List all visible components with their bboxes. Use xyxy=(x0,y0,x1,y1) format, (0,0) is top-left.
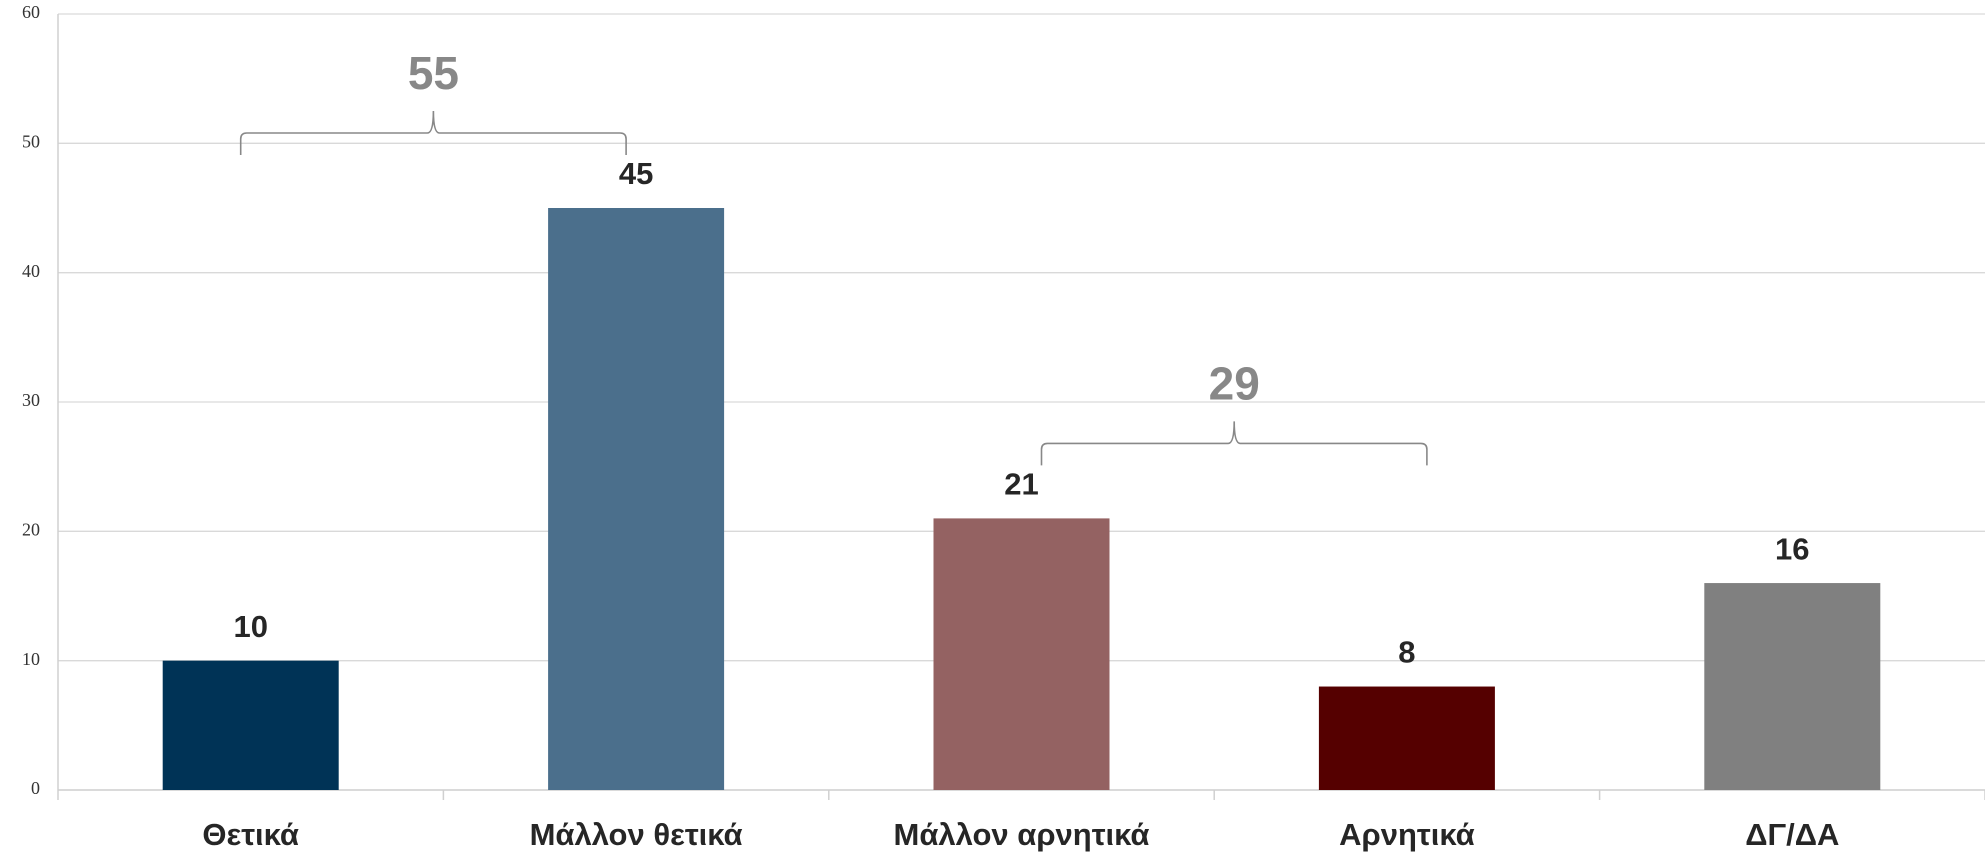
value-label: 45 xyxy=(619,156,653,191)
annotation-label: 55 xyxy=(408,47,459,99)
value-label: 8 xyxy=(1398,635,1415,670)
y-tick-label: 10 xyxy=(22,649,40,669)
value-label: 10 xyxy=(233,609,267,644)
y-tick-label: 20 xyxy=(22,519,40,539)
value-label: 21 xyxy=(1004,467,1038,502)
bar xyxy=(933,518,1110,790)
bar xyxy=(548,208,725,790)
bar xyxy=(1318,686,1495,790)
y-tick-label: 40 xyxy=(22,261,40,281)
brace xyxy=(239,110,627,155)
x-tick-label: Αρνητικά xyxy=(1339,817,1475,852)
x-tick-label: Μάλλον αρνητικά xyxy=(894,817,1150,852)
x-tick-label: Μάλλον θετικά xyxy=(530,817,743,852)
value-label: 16 xyxy=(1775,531,1809,566)
brace xyxy=(1040,421,1428,466)
y-tick-label: 30 xyxy=(22,390,40,410)
y-tick-label: 60 xyxy=(22,2,40,22)
bar xyxy=(1704,583,1881,790)
bar xyxy=(162,660,339,790)
annotation-label: 29 xyxy=(1209,358,1260,410)
y-tick-label: 50 xyxy=(22,131,40,151)
x-tick-label: ΔΓ/ΔΑ xyxy=(1745,817,1839,852)
y-tick-label: 0 xyxy=(31,778,40,798)
x-tick-label: Θετικά xyxy=(202,817,299,852)
